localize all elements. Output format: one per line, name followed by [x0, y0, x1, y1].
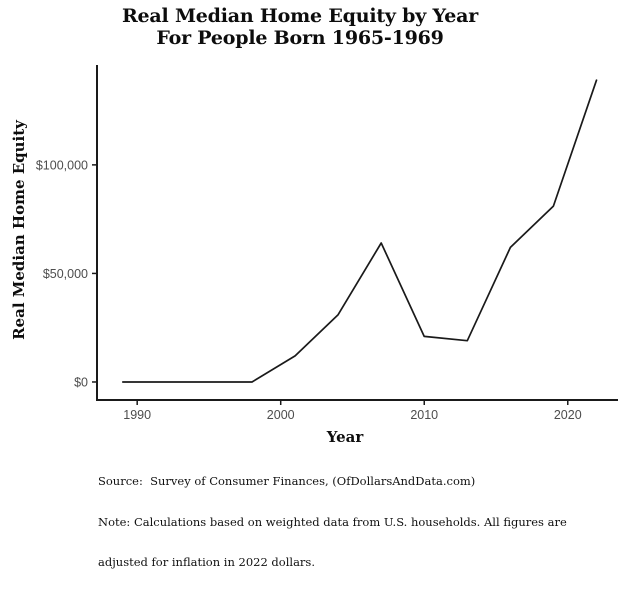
x-tick-label: 2010	[410, 408, 438, 422]
source-note: Source: Survey of Consumer Finances, (Of…	[98, 448, 598, 597]
y-tick-label: $0	[74, 375, 88, 389]
note-line-2: adjusted for inflation in 2022 dollars.	[98, 555, 315, 569]
x-axis-title: Year	[326, 428, 364, 446]
source-line: Source: Survey of Consumer Finances, (Of…	[98, 474, 476, 488]
x-tick-label: 1990	[123, 408, 151, 422]
plot-area: 1990 2000 2010 2020 $0 $50,000 $100,000	[36, 65, 618, 422]
y-tick-label: $50,000	[43, 267, 88, 281]
x-tick-label: 2000	[267, 408, 295, 422]
chart-figure: Real Median Home Equity by Year For Peop…	[0, 5, 618, 569]
chart-title: Real Median Home Equity by Year For Peop…	[0, 5, 600, 49]
chart-title-line-2: For People Born 1965-1969	[156, 27, 444, 49]
x-tick-label: 2020	[554, 408, 582, 422]
chart-title-line-1: Real Median Home Equity by Year	[121, 5, 479, 27]
note-line-1: Note: Calculations based on weighted dat…	[98, 514, 567, 529]
y-tick-label: $100,000	[36, 158, 88, 172]
data-line	[121, 79, 598, 383]
